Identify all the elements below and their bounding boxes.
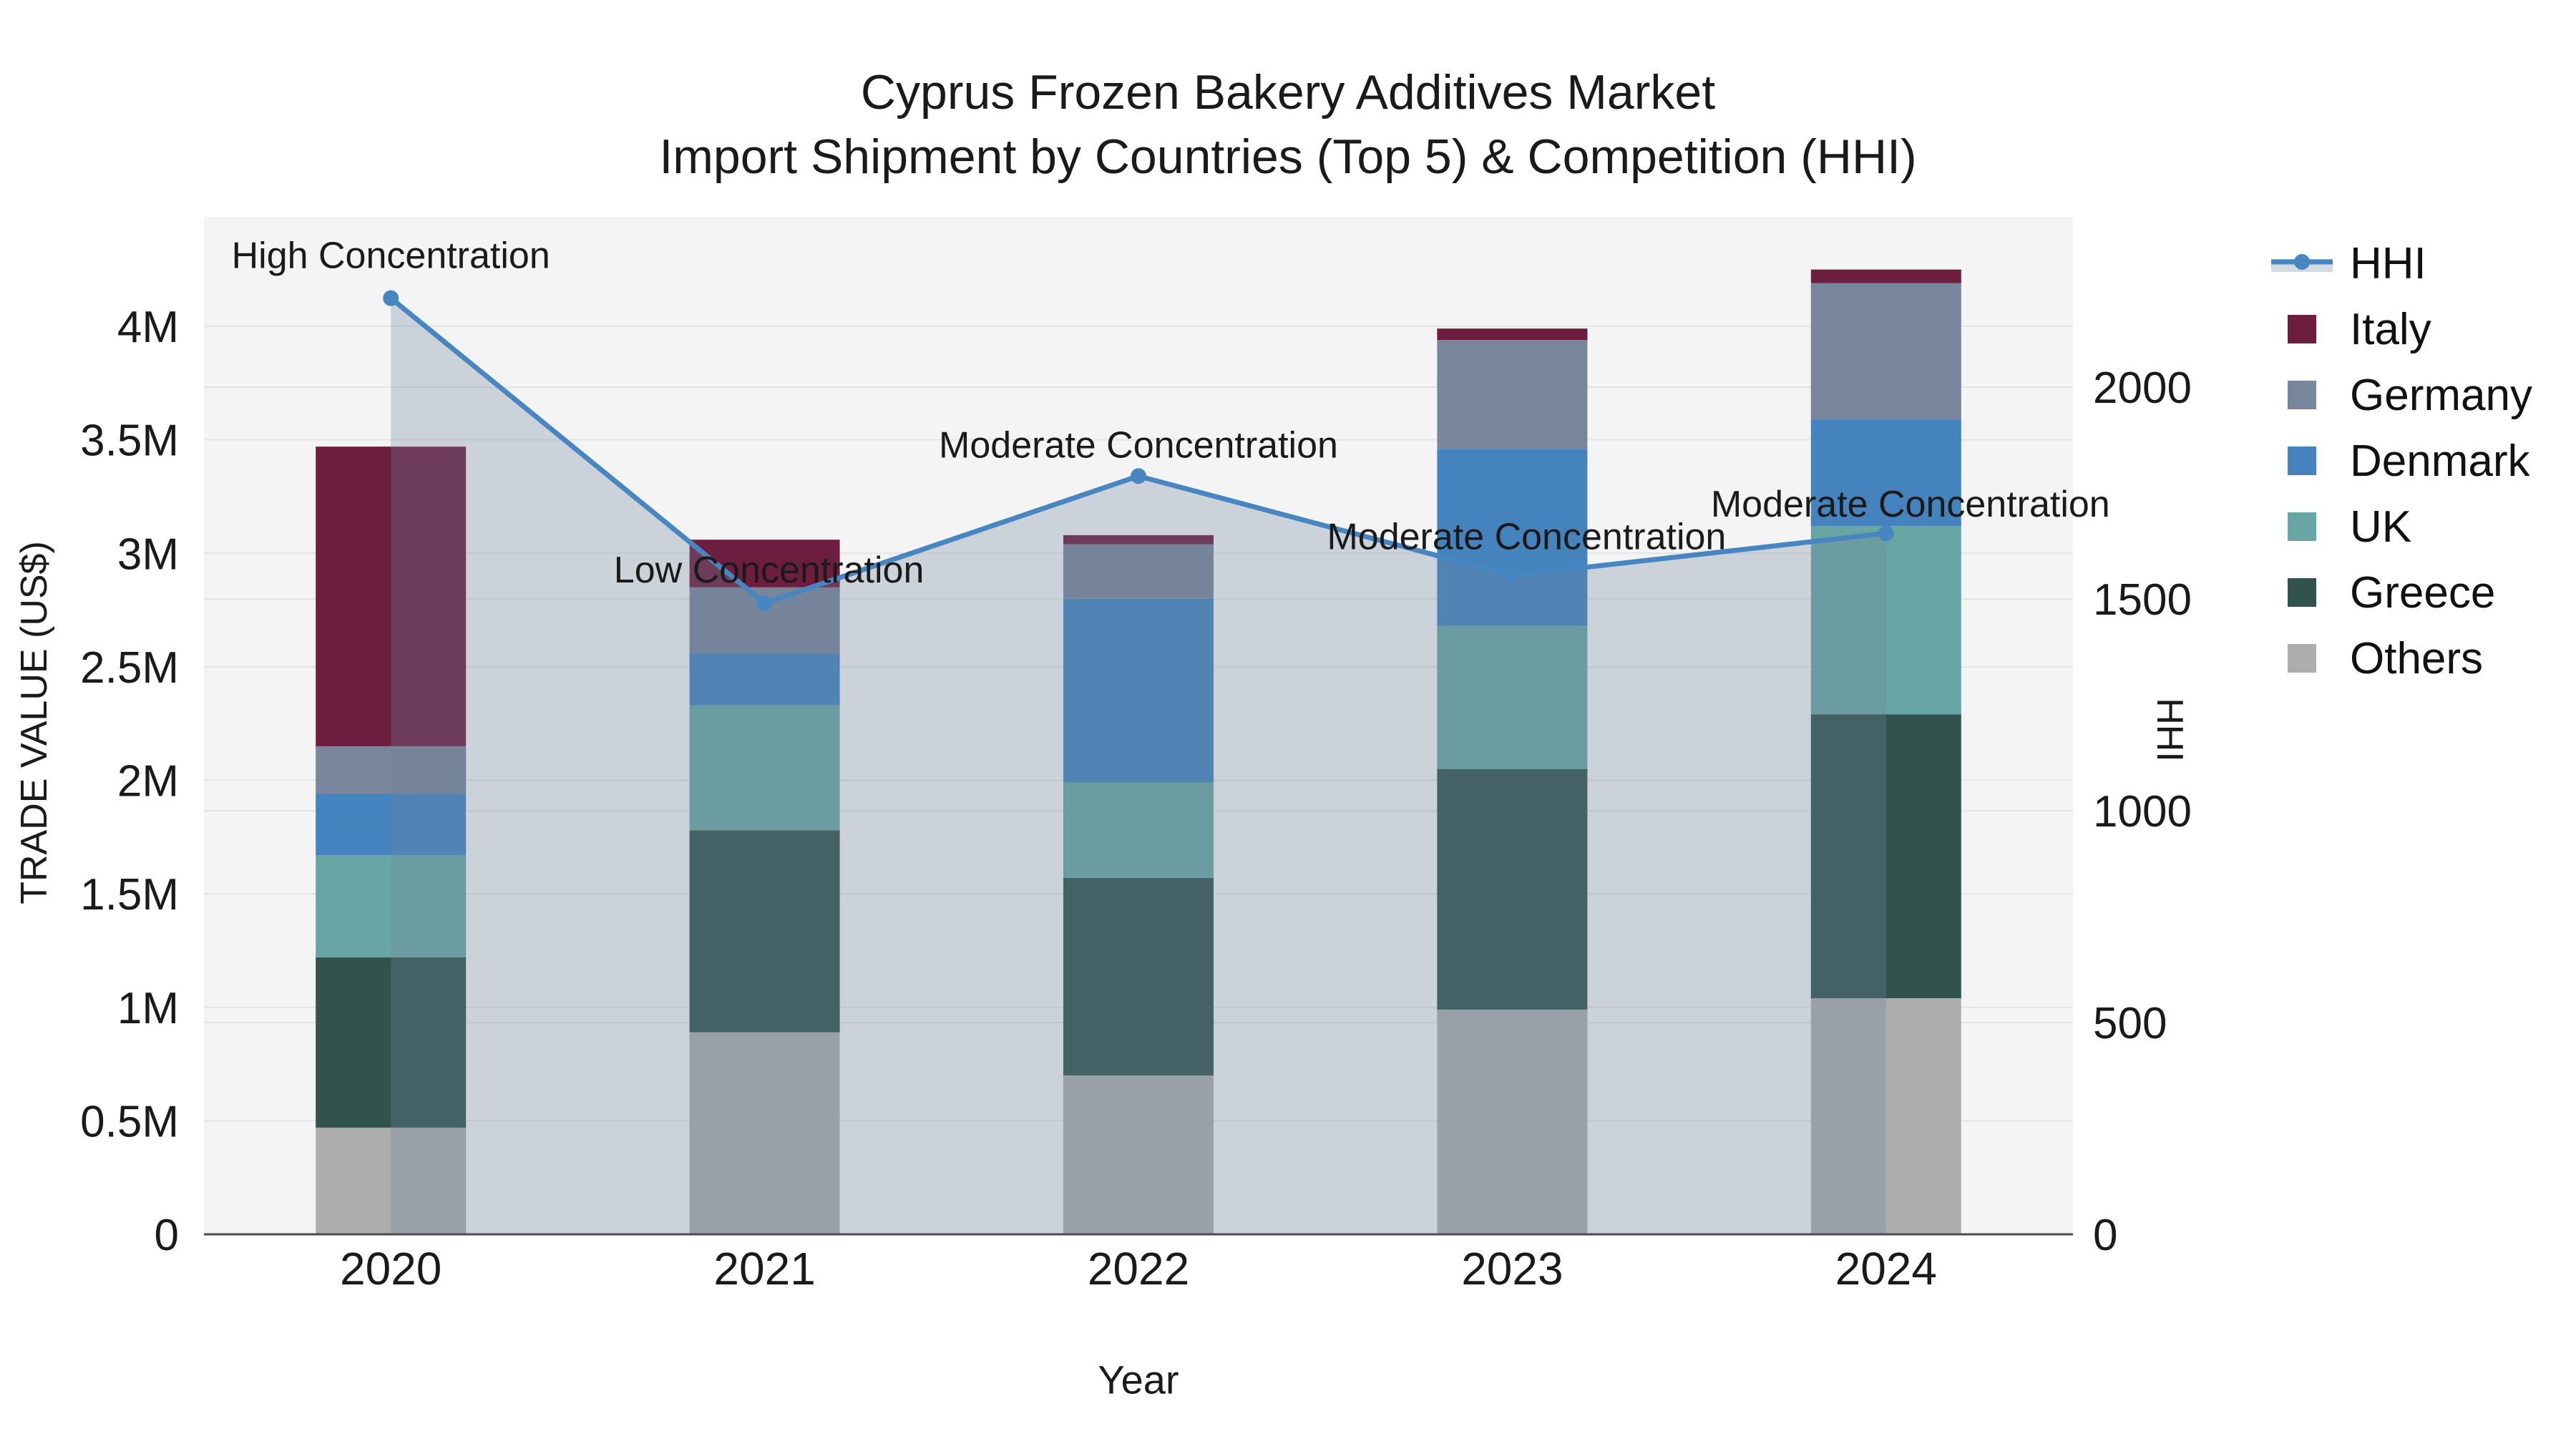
bar-segment-2021-others (689, 1032, 840, 1234)
hhi-marker-2021 (756, 595, 773, 611)
y-left-tick-0.5M: 0.5M (80, 1097, 179, 1146)
annotation-2020: High Concentration (232, 235, 550, 277)
color-swatch-icon (2288, 578, 2316, 607)
y-right-tick-0: 0 (2093, 1211, 2117, 1260)
legend-item-hhi[interactable]: HHI (2271, 230, 2532, 296)
bar-segment-2024-greece (1810, 714, 1961, 999)
x-axis-title: Year (1098, 1357, 1179, 1402)
legend-swatch-uk (2271, 511, 2333, 542)
legend: HHI Italy Germany Denmark UK Greece Others (2271, 230, 2532, 691)
y-left-tick-2M: 2M (117, 757, 179, 806)
bar-segment-2024-germany (1810, 283, 1961, 420)
y-right-tick-2000: 2000 (2093, 364, 2192, 413)
chart-title-line1: Cyprus Frozen Bakery Additives Market (860, 65, 1716, 119)
y-left-tick-4M: 4M (117, 303, 179, 352)
legend-item-germany[interactable]: Germany (2271, 362, 2532, 428)
color-swatch-icon (2288, 315, 2316, 343)
hhi-line-sample-svg (2271, 254, 2333, 272)
bar-segment-2024-others (1810, 998, 1961, 1234)
y-left-tick-3M: 3M (117, 530, 179, 579)
y-left-tick-0: 0 (155, 1211, 179, 1260)
legend-item-italy[interactable]: Italy (2271, 296, 2532, 362)
color-swatch-icon (2288, 644, 2316, 673)
bar-segment-2022-greece (1063, 877, 1214, 1075)
hhi-line-sample-icon (2271, 248, 2333, 279)
legend-swatch-greece (2271, 577, 2333, 608)
bar-segment-2024-denmark (1810, 419, 1961, 527)
chart-title: Cyprus Frozen Bakery Additives Market Im… (0, 60, 2576, 189)
bar-segment-2024-uk (1810, 526, 1961, 715)
bar-segment-2020-others (316, 1127, 467, 1234)
chart-title-line2: Import Shipment by Countries (Top 5) & C… (659, 130, 1917, 184)
color-swatch-icon (2288, 381, 2316, 409)
bar-segment-2020-uk (316, 855, 467, 957)
bar-segment-2021-uk (689, 705, 840, 831)
legend-label: Denmark (2350, 436, 2530, 486)
legend-item-denmark[interactable]: Denmark (2271, 428, 2532, 494)
color-swatch-icon (2288, 512, 2316, 541)
bar-segment-2022-uk (1063, 782, 1214, 878)
bar-segment-2022-others (1063, 1075, 1214, 1234)
bar-segment-2020-greece (316, 957, 467, 1128)
legend-swatch-germany (2271, 379, 2333, 411)
legend-swatch-others (2271, 643, 2333, 674)
hhi-marker-2022 (1131, 468, 1146, 484)
legend-swatch-denmark (2271, 445, 2333, 477)
legend-item-greece[interactable]: Greece (2271, 560, 2532, 625)
y-axis-right-title: HHI (2149, 698, 2190, 762)
annotation-2022: Moderate Concentration (939, 424, 1338, 466)
bar-segment-2023-italy (1437, 328, 1588, 341)
x-tick-2022: 2022 (1088, 1243, 1189, 1294)
bar-segment-2023-uk (1437, 625, 1588, 769)
bar-segment-2021-greece (689, 830, 840, 1033)
hhi-marker-2024 (1878, 525, 1894, 542)
x-tick-2021: 2021 (713, 1243, 815, 1294)
legend-label: Greece (2350, 567, 2496, 618)
bar-segment-2022-denmark (1063, 598, 1214, 783)
hhi-marker-2020 (383, 290, 399, 306)
legend-item-others[interactable]: Others (2271, 625, 2532, 691)
legend-item-uk[interactable]: UK (2271, 494, 2532, 560)
y-left-tick-1.5M: 1.5M (80, 870, 179, 919)
bar-segment-2024-italy (1810, 269, 1961, 283)
x-tick-2023: 2023 (1461, 1243, 1563, 1294)
y-axis-left-title: TRADE VALUE (US$) (14, 541, 55, 904)
y-left-tick-1M: 1M (117, 984, 179, 1033)
legend-label: Italy (2350, 304, 2431, 354)
y-right-tick-1500: 1500 (2093, 575, 2192, 625)
color-swatch-icon (2288, 447, 2316, 475)
annotation-2023: Moderate Concentration (1327, 516, 1726, 557)
bar-segment-2022-germany (1063, 544, 1214, 599)
legend-label: Others (2350, 633, 2484, 683)
legend-label: Germany (2350, 370, 2532, 420)
bar-segment-2023-germany (1437, 340, 1588, 449)
y-left-tick-3.5M: 3.5M (80, 416, 179, 466)
hhi-area-fill (391, 298, 1886, 1235)
bar-segment-2022-italy (1063, 535, 1214, 545)
y-left-tick-2.5M: 2.5M (80, 643, 179, 693)
x-tick-2024: 2024 (1835, 1243, 1937, 1294)
legend-label: HHI (2350, 238, 2426, 288)
y-right-tick-500: 500 (2093, 999, 2167, 1048)
hhi-marker-2023 (1504, 567, 1521, 584)
x-tick-2020: 2020 (340, 1243, 441, 1294)
bar-segment-2023-greece (1437, 769, 1588, 1010)
bar-segment-2023-denmark (1437, 449, 1588, 626)
y-right-tick-1000: 1000 (2093, 787, 2192, 836)
bar-segment-2020-denmark (316, 794, 467, 856)
legend-swatch-italy (2271, 313, 2333, 345)
annotation-2024: Moderate Concentration (1711, 484, 2110, 525)
bar-segment-2020-italy (316, 447, 467, 746)
annotation-2021: Low Concentration (614, 550, 924, 591)
bar-segment-2021-denmark (689, 653, 840, 706)
legend-label: UK (2350, 502, 2412, 552)
bar-segment-2023-others (1437, 1009, 1588, 1234)
bar-segment-2020-germany (316, 746, 467, 794)
